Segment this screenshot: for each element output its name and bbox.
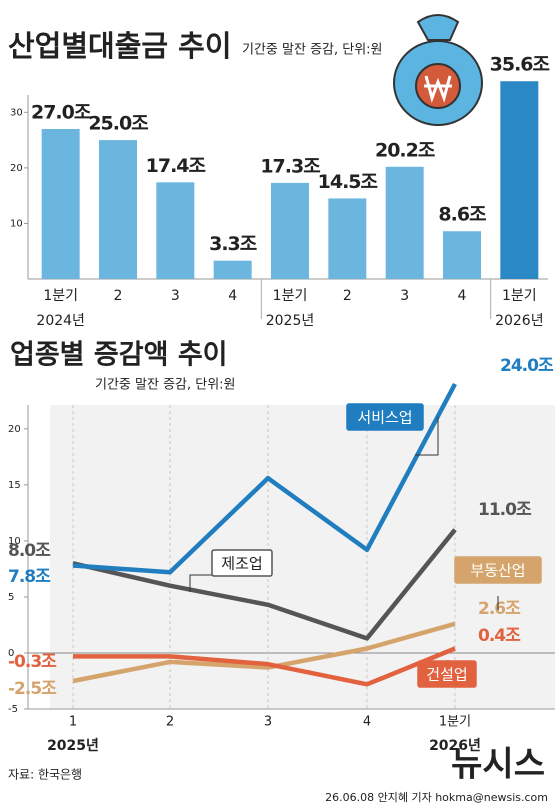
money-bag-icon xyxy=(393,14,483,126)
series-line xyxy=(72,382,457,575)
series-line xyxy=(73,646,456,687)
legend-box xyxy=(346,403,424,431)
bar xyxy=(271,182,309,279)
x-tick-label: 1분기 xyxy=(502,288,537,304)
y-tick-label: 30 xyxy=(10,107,23,118)
value-label: 0.4조 xyxy=(478,626,521,646)
chart-subtitle: 기간중 말잔 증감, 단위:원 xyxy=(242,43,383,58)
bar xyxy=(41,129,80,279)
x-tick-label: 1분기 xyxy=(439,715,471,730)
x-group-label: 2025년 xyxy=(266,313,315,329)
bar xyxy=(443,231,481,279)
y-tick-label: 10 xyxy=(8,536,21,547)
value-label: 17.3조 xyxy=(260,155,320,177)
credit: 26.06.08 안지혜 기자 hokma@newsis.com xyxy=(325,791,548,804)
value-label: 7.8조 xyxy=(8,567,51,587)
x-tick-label: 4 xyxy=(228,288,237,304)
value-label: -2.5조 xyxy=(8,679,57,699)
value-label: 27.0조 xyxy=(31,102,91,124)
value-label: 14.5조 xyxy=(318,171,378,193)
x-tick-label: 3 xyxy=(400,288,409,304)
x-tick-label: 2 xyxy=(166,715,174,730)
legend-box xyxy=(454,556,542,584)
x-tick-label: 1 xyxy=(69,715,77,730)
value-label: -0.3조 xyxy=(8,652,57,672)
legend-label: 부동산업 xyxy=(470,562,525,580)
x-tick-label: 4 xyxy=(458,288,467,304)
source: 자료: 한국은행 xyxy=(8,767,82,782)
legend-label: 제조업 xyxy=(221,555,262,573)
legend-box xyxy=(211,549,273,577)
x-tick-label: 1분기 xyxy=(273,288,308,304)
x-tick-label: 2 xyxy=(343,288,352,304)
legend-label: 건설업 xyxy=(426,666,467,684)
x-group-label: 2026년 xyxy=(495,313,544,329)
y-tick-label: 5 xyxy=(8,592,14,603)
value-label: 11.0조 xyxy=(478,500,532,520)
value-label: 17.4조 xyxy=(146,155,206,177)
bar xyxy=(500,81,539,279)
bar xyxy=(328,198,367,279)
value-label: 25.0조 xyxy=(88,113,148,135)
y-tick-label: 15 xyxy=(8,480,21,491)
y-tick-label: 20 xyxy=(8,424,21,435)
x-group-label: 2024년 xyxy=(36,313,85,329)
y-tick-label: 20 xyxy=(10,163,23,174)
y-tick-label: 0 xyxy=(8,648,14,659)
legend-leader xyxy=(189,574,212,592)
legend-leader xyxy=(415,417,439,456)
legend-box xyxy=(417,660,477,688)
watermark: 뉴시스 xyxy=(451,745,545,785)
legend-label: 서비스업 xyxy=(357,409,412,427)
x-tick-label: 4 xyxy=(363,715,371,730)
x-group-label: 2025년 xyxy=(47,738,99,754)
y-tick-label: -5 xyxy=(8,704,18,715)
x-tick-label: 3 xyxy=(264,715,272,730)
x-tick-label: 2 xyxy=(114,288,123,304)
x-tick-label: 1분기 xyxy=(43,288,78,304)
bar xyxy=(385,166,424,279)
x-tick-label: 3 xyxy=(171,288,180,304)
value-label: 35.6조 xyxy=(490,54,550,76)
chart-title: 업종별 증감액 추이 xyxy=(10,340,228,371)
bar xyxy=(156,182,195,279)
x-group-label: 2026년 xyxy=(429,738,481,754)
series-line xyxy=(72,528,457,641)
value-label: 3.3조 xyxy=(209,233,257,255)
chart-title: 산업별대출금 추이 xyxy=(8,29,232,63)
bar xyxy=(213,260,252,279)
value-label: 8.0조 xyxy=(8,541,51,561)
y-tick-label: 10 xyxy=(10,218,23,229)
value-label: 24.0조 xyxy=(500,356,554,376)
chart-subtitle: 기간중 말잔 증감, 단위:원 xyxy=(95,378,236,393)
value-label: 8.6조 xyxy=(438,204,486,226)
bar xyxy=(99,140,137,279)
series-line xyxy=(72,621,456,684)
value-label: 20.2조 xyxy=(375,139,435,161)
value-label: 2.6조 xyxy=(478,599,521,619)
